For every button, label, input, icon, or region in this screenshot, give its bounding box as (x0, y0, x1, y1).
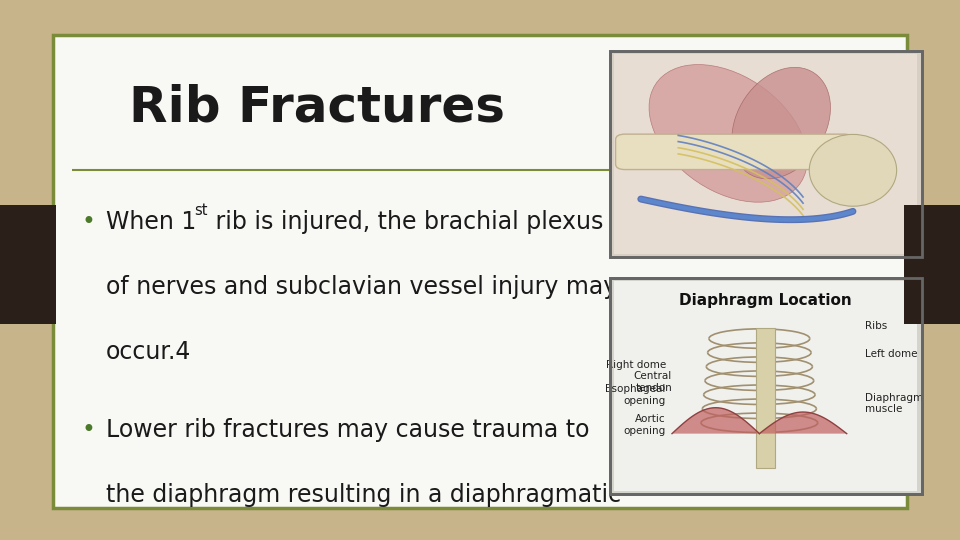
Text: the diaphragm resulting in a diaphragmatic: the diaphragm resulting in a diaphragmat… (106, 483, 621, 507)
Ellipse shape (809, 134, 897, 206)
Bar (614, 281, 917, 491)
Bar (614, 54, 917, 254)
Text: Esophageal
opening: Esophageal opening (606, 384, 666, 406)
FancyBboxPatch shape (615, 134, 853, 170)
Text: Lower rib fractures may cause trauma to: Lower rib fractures may cause trauma to (106, 418, 589, 442)
Polygon shape (672, 408, 847, 434)
Text: When 1: When 1 (106, 211, 196, 234)
Text: Diaphragm
muscle: Diaphragm muscle (866, 393, 924, 414)
Text: •: • (82, 211, 95, 234)
Text: of nerves and subclavian vessel injury may: of nerves and subclavian vessel injury m… (106, 275, 617, 299)
Text: rib is injured, the brachial plexus: rib is injured, the brachial plexus (208, 211, 604, 234)
Text: st: st (194, 203, 207, 218)
Bar (0, 205, 56, 324)
Bar (756, 328, 775, 468)
FancyBboxPatch shape (610, 51, 922, 256)
Text: occur.4: occur.4 (106, 340, 191, 364)
Text: Diaphragm Location: Diaphragm Location (680, 293, 852, 308)
Text: •: • (82, 418, 95, 442)
Text: Right dome: Right dome (606, 360, 666, 369)
Text: Rib Fractures: Rib Fractures (129, 84, 505, 132)
Text: Left dome: Left dome (866, 349, 918, 359)
FancyBboxPatch shape (53, 35, 907, 508)
FancyBboxPatch shape (610, 278, 922, 494)
Ellipse shape (732, 68, 830, 179)
Text: Ribs: Ribs (866, 321, 888, 330)
Ellipse shape (649, 65, 807, 202)
Text: Central
tendon: Central tendon (634, 371, 672, 393)
Text: Aortic
opening: Aortic opening (623, 414, 666, 436)
Bar (904, 205, 960, 324)
